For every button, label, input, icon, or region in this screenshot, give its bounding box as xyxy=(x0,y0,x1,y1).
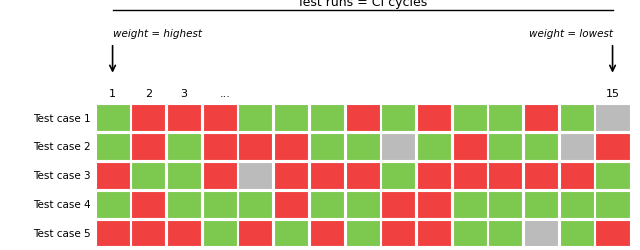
Text: Test case 2: Test case 2 xyxy=(33,142,90,152)
Bar xyxy=(381,191,415,218)
Text: 1: 1 xyxy=(109,89,116,99)
Bar xyxy=(381,134,415,160)
Text: 3: 3 xyxy=(180,89,188,99)
Bar xyxy=(238,134,273,160)
Bar xyxy=(346,220,380,246)
Bar xyxy=(381,105,415,132)
Bar xyxy=(595,105,630,132)
Bar xyxy=(488,105,522,132)
Bar xyxy=(131,220,165,246)
Text: 15: 15 xyxy=(605,89,620,99)
Bar xyxy=(488,220,522,246)
Bar xyxy=(524,105,558,132)
Bar xyxy=(274,134,308,160)
Bar xyxy=(346,162,380,189)
Text: Test runs = CI cycles: Test runs = CI cycles xyxy=(298,0,428,9)
Bar xyxy=(595,220,630,246)
Bar xyxy=(238,220,273,246)
Bar xyxy=(595,191,630,218)
Bar xyxy=(131,162,165,189)
Bar xyxy=(131,105,165,132)
Bar xyxy=(167,134,201,160)
Bar xyxy=(488,162,522,189)
Bar xyxy=(452,191,487,218)
Bar xyxy=(452,134,487,160)
Bar xyxy=(488,191,522,218)
Bar xyxy=(560,220,594,246)
Bar xyxy=(452,162,487,189)
Bar xyxy=(595,134,630,160)
Bar xyxy=(417,191,451,218)
Bar xyxy=(203,220,237,246)
Bar xyxy=(310,105,344,132)
Bar xyxy=(274,105,308,132)
Bar xyxy=(452,220,487,246)
Text: weight = lowest: weight = lowest xyxy=(529,29,612,39)
Text: Test case 1: Test case 1 xyxy=(33,113,90,123)
Bar xyxy=(203,105,237,132)
Bar xyxy=(560,134,594,160)
Bar xyxy=(203,162,237,189)
Bar xyxy=(524,220,558,246)
Bar xyxy=(417,220,451,246)
Bar xyxy=(595,162,630,189)
Bar xyxy=(310,134,344,160)
Bar xyxy=(95,220,130,246)
Bar xyxy=(452,105,487,132)
Bar xyxy=(238,191,273,218)
Bar xyxy=(381,220,415,246)
Bar xyxy=(524,191,558,218)
Text: ...: ... xyxy=(220,89,230,99)
Bar xyxy=(274,162,308,189)
Bar xyxy=(95,134,130,160)
Text: 2: 2 xyxy=(145,89,152,99)
Bar xyxy=(524,134,558,160)
Bar xyxy=(346,191,380,218)
Bar xyxy=(417,134,451,160)
Bar xyxy=(310,220,344,246)
Bar xyxy=(167,162,201,189)
Bar xyxy=(238,162,273,189)
Bar xyxy=(560,162,594,189)
Text: weight = highest: weight = highest xyxy=(113,29,202,39)
Bar xyxy=(203,191,237,218)
Bar xyxy=(95,105,130,132)
Bar xyxy=(131,134,165,160)
Bar xyxy=(560,191,594,218)
Bar xyxy=(524,162,558,189)
Bar xyxy=(381,162,415,189)
Text: Test case 3: Test case 3 xyxy=(33,171,90,180)
Bar xyxy=(310,162,344,189)
Bar xyxy=(95,162,130,189)
Bar xyxy=(417,105,451,132)
Bar xyxy=(131,191,165,218)
Bar xyxy=(167,105,201,132)
Bar xyxy=(310,191,344,218)
Bar xyxy=(167,220,201,246)
Bar xyxy=(488,134,522,160)
Text: Test case 5: Test case 5 xyxy=(33,228,90,238)
Bar xyxy=(274,191,308,218)
Bar xyxy=(274,220,308,246)
Bar xyxy=(346,134,380,160)
Bar xyxy=(560,105,594,132)
Bar xyxy=(167,191,201,218)
Bar xyxy=(203,134,237,160)
Bar xyxy=(238,105,273,132)
Text: Test case 4: Test case 4 xyxy=(33,200,90,209)
Bar xyxy=(95,191,130,218)
Bar xyxy=(417,162,451,189)
Bar xyxy=(346,105,380,132)
